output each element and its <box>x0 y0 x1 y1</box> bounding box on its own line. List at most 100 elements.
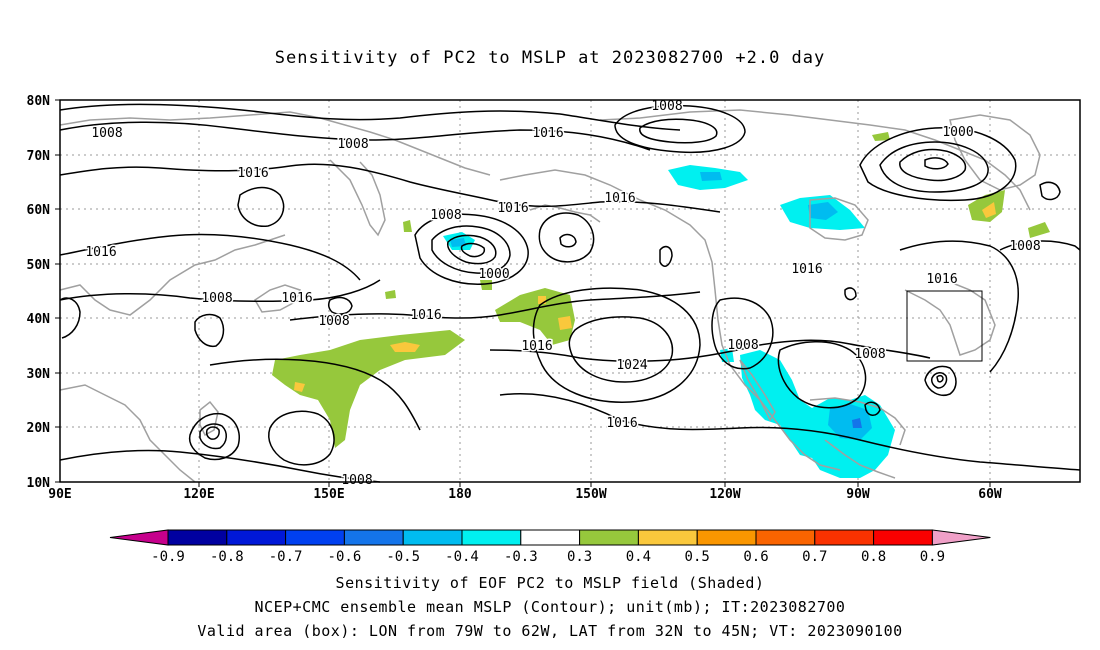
mslp-contour <box>194 313 225 348</box>
mslp-contour <box>559 233 577 248</box>
contour-label: 1008 <box>651 99 682 114</box>
negative-shading-region <box>700 172 722 181</box>
colorbar-cell <box>755 529 816 546</box>
contour-label: 1008 <box>91 126 122 141</box>
colorbar-cell <box>696 529 757 546</box>
lon-label: 150E <box>313 487 344 502</box>
mslp-contour <box>568 316 674 383</box>
contour-label: 1016 <box>532 126 563 141</box>
contour-label: 1016 <box>410 308 441 323</box>
coastline-philippines <box>199 400 219 437</box>
mslp-contour <box>289 291 701 321</box>
sensitivity-shading <box>272 132 1050 478</box>
colorbar-tick-label: -0.6 <box>328 549 362 565</box>
positive-shading-region <box>272 330 465 448</box>
contour-labels: 1008 1008 1016 1008 1000 1016 1016 1016 … <box>84 98 1042 433</box>
map-title: Sensitivity of PC2 to MSLP at 2023082700… <box>274 48 826 68</box>
lon-label: 120W <box>709 487 740 502</box>
lat-label: 10N <box>27 476 51 491</box>
contour-label: 1000 <box>478 267 509 282</box>
caption-line-3: Valid area (box): LON from 79W to 62W, L… <box>197 622 903 640</box>
contour-label: 1008 <box>337 137 368 152</box>
colorbar-tick-label: 0.4 <box>626 549 651 565</box>
colorbar-cell <box>167 529 228 546</box>
coastline-east-asia <box>59 234 286 316</box>
mslp-contour <box>844 287 857 301</box>
mslp-contour <box>414 213 529 285</box>
colorbar-cell <box>637 529 698 546</box>
contour-label: 1016 <box>497 201 528 216</box>
colorbar-cell <box>579 529 639 546</box>
mslp-contour <box>431 225 511 274</box>
mslp-contour <box>936 374 944 383</box>
coastline-kamchatka <box>329 159 386 237</box>
colorbar-tick-label: 0.9 <box>920 549 945 565</box>
contour-label: 1024 <box>616 358 647 373</box>
contour-label: 1008 <box>727 338 758 353</box>
colorbar-tick-label: -0.8 <box>210 549 244 565</box>
caption-line-2: NCEP+CMC ensemble mean MSLP (Contour); u… <box>254 598 846 616</box>
mslp-contour <box>489 339 931 363</box>
lat-label: 60N <box>27 203 51 218</box>
mslp-contours <box>59 103 1081 483</box>
positive-shading-region <box>294 382 305 392</box>
contour-label: 1016 <box>281 291 312 306</box>
contour-label: 1016 <box>604 191 635 206</box>
mslp-contour <box>59 103 681 131</box>
mslp-contour <box>205 426 220 440</box>
contour-label: 1016 <box>926 272 957 287</box>
colorbar-tick-label: -0.5 <box>386 549 420 565</box>
positive-shading-region <box>480 280 492 290</box>
caption-line-1: Sensitivity of EOF PC2 to MSLP field (Sh… <box>335 574 765 592</box>
coastline-hudson-bay <box>809 197 869 241</box>
colorbar-cell <box>343 529 404 546</box>
mslp-contour <box>59 121 651 151</box>
lon-label: 90E <box>48 487 71 502</box>
mslp-contour <box>532 287 701 403</box>
positive-shading-region <box>558 316 572 330</box>
lat-label: 70N <box>27 149 51 164</box>
valid-area-box <box>906 290 983 362</box>
coastline-east-asia <box>59 384 196 483</box>
contour-label: 1000 <box>942 125 973 140</box>
colorbar-tick-label: -0.9 <box>151 549 185 565</box>
map-frame <box>59 99 1081 483</box>
mslp-contour <box>899 240 1019 373</box>
colorbar-cell <box>109 529 169 546</box>
mslp-contour <box>199 423 227 450</box>
contour-labels-extra: 1016 1008 <box>340 271 959 490</box>
contour-label: 1008 <box>854 347 885 362</box>
coastline-alaska <box>499 169 841 471</box>
positive-shading-region <box>403 220 412 232</box>
mslp-contour <box>859 127 1017 202</box>
lat-label: 30N <box>27 367 51 382</box>
lon-label: 120E <box>183 487 214 502</box>
coastline-japan <box>253 284 302 313</box>
colorbar-cell <box>285 529 345 546</box>
colorbar-tick-label: -0.4 <box>445 549 479 565</box>
mslp-contour <box>659 245 673 267</box>
colorbar-cell <box>520 529 581 546</box>
positive-shading-region <box>982 202 996 218</box>
mslp-contour <box>460 242 486 258</box>
colorbar-tick-label: 0.8 <box>861 549 886 565</box>
contour-label: 1016 <box>521 339 552 354</box>
lon-label: 90W <box>846 487 870 502</box>
mslp-contour <box>879 141 989 193</box>
negative-shading-region <box>740 350 895 478</box>
colorbar-tick-label: 0.3 <box>567 549 592 565</box>
lat-label: 50N <box>27 258 51 273</box>
contour-label: 1008 <box>318 314 349 329</box>
negative-shading-region <box>828 404 872 440</box>
contour-label: 1008 <box>201 291 232 306</box>
mslp-contour <box>931 372 948 389</box>
mslp-contour <box>59 449 381 483</box>
mslp-contour <box>268 410 335 466</box>
mslp-contour <box>899 148 967 182</box>
negative-shading-region <box>450 238 466 247</box>
contour-label: 1016 <box>85 245 116 260</box>
lat-label: 40N <box>27 312 51 327</box>
coastline-siberia <box>59 111 491 176</box>
lat-label: 20N <box>27 421 51 436</box>
colorbar-tick-label: 0.7 <box>802 549 827 565</box>
